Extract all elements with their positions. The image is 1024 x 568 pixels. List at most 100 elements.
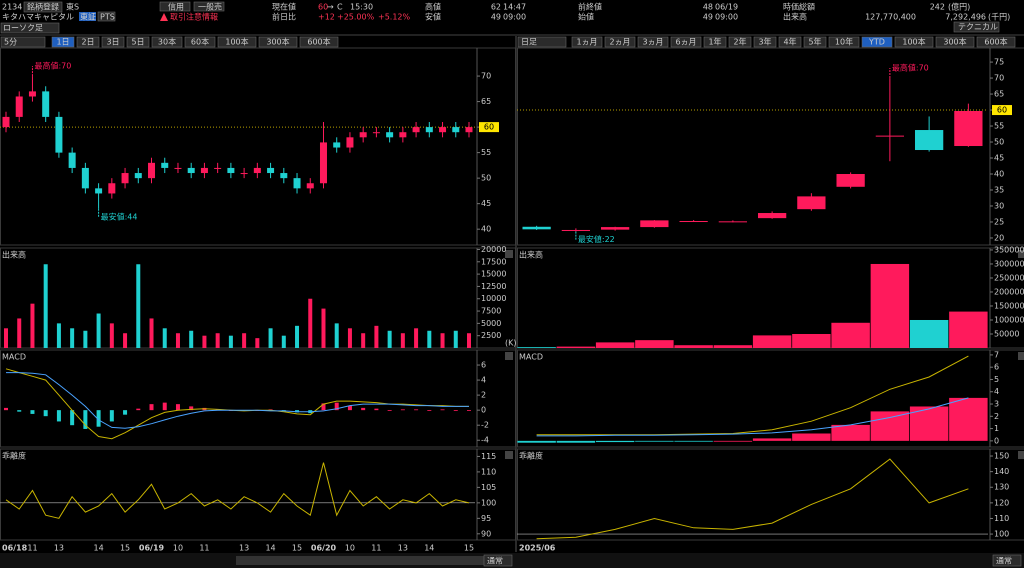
range-button[interactable] bbox=[861, 36, 893, 48]
y-tick-label: 2 bbox=[994, 412, 999, 421]
range-button[interactable] bbox=[51, 36, 75, 48]
trade-button[interactable] bbox=[193, 1, 225, 12]
volume-bar bbox=[427, 330, 432, 348]
range-button[interactable] bbox=[828, 36, 860, 48]
range-button[interactable] bbox=[703, 36, 727, 48]
range-button[interactable] bbox=[217, 36, 257, 48]
candle-body bbox=[333, 142, 341, 148]
macd-bar bbox=[517, 440, 556, 443]
chart-style-select[interactable] bbox=[0, 22, 60, 34]
tab-bg[interactable] bbox=[79, 12, 96, 21]
range-button[interactable] bbox=[126, 36, 150, 48]
notice[interactable]: 取引注意情報 bbox=[170, 12, 218, 22]
range-label: 10年 bbox=[835, 37, 853, 47]
tab-bg[interactable] bbox=[97, 11, 116, 22]
range-button[interactable] bbox=[976, 36, 1016, 48]
volume-bar bbox=[295, 325, 300, 348]
range-label: 60本 bbox=[191, 37, 209, 47]
range-button[interactable] bbox=[803, 36, 827, 48]
current-price-box bbox=[992, 105, 1012, 116]
y-tick-label: 30 bbox=[994, 201, 1004, 210]
volume-bar bbox=[453, 330, 458, 348]
panel-title: 乖離度 bbox=[2, 451, 26, 461]
close-button[interactable] bbox=[505, 352, 513, 360]
flag: C bbox=[337, 3, 343, 12]
volume-bar bbox=[556, 346, 596, 348]
range-button[interactable] bbox=[670, 36, 702, 48]
interval-select[interactable] bbox=[517, 36, 567, 48]
close-button[interactable] bbox=[505, 451, 513, 459]
macd-bar bbox=[400, 409, 405, 411]
scrollbar[interactable] bbox=[236, 556, 486, 565]
candle-body bbox=[600, 227, 630, 230]
range-button[interactable] bbox=[894, 36, 934, 48]
range-button[interactable] bbox=[76, 36, 100, 48]
macd-bar bbox=[949, 397, 988, 441]
range-label: YTD bbox=[868, 38, 885, 47]
range-button[interactable] bbox=[258, 36, 298, 48]
close-button[interactable] bbox=[1018, 250, 1024, 258]
macd-bar bbox=[674, 440, 713, 442]
volume-bar bbox=[792, 333, 831, 348]
candle-body bbox=[412, 127, 420, 133]
range-label: 100本 bbox=[225, 37, 248, 47]
y-tick-label: 55 bbox=[481, 148, 491, 157]
candle-body bbox=[15, 96, 23, 117]
range-button[interactable] bbox=[778, 36, 802, 48]
x-tick-label: 15 bbox=[464, 544, 474, 553]
tab[interactable]: 東証 bbox=[80, 12, 96, 22]
range-button[interactable] bbox=[299, 36, 339, 48]
value: 62 bbox=[491, 3, 501, 12]
chart-style: ローソク足 bbox=[3, 24, 43, 33]
label: 前終値 bbox=[578, 2, 602, 12]
candle-body bbox=[200, 167, 208, 174]
x-tick-label: 10 bbox=[345, 544, 355, 553]
range-button[interactable] bbox=[101, 36, 125, 48]
close-button[interactable] bbox=[1018, 352, 1024, 360]
volume-bar bbox=[189, 330, 194, 348]
line bbox=[6, 372, 469, 429]
tab[interactable]: PTS bbox=[100, 13, 115, 22]
range-button[interactable] bbox=[753, 36, 777, 48]
register-button[interactable] bbox=[23, 1, 63, 13]
range-button[interactable] bbox=[571, 36, 603, 48]
volume-bar bbox=[308, 298, 313, 348]
y-tick-label: 250000 bbox=[994, 273, 1024, 282]
value: 49 bbox=[703, 13, 713, 22]
y-tick-label: 115 bbox=[481, 452, 496, 461]
range-button[interactable] bbox=[637, 36, 669, 48]
label: 高値 bbox=[425, 2, 441, 12]
y-tick-label: -2 bbox=[481, 421, 489, 430]
close-button[interactable] bbox=[1018, 451, 1024, 459]
warning-icon bbox=[160, 13, 168, 21]
arrow: → bbox=[327, 3, 334, 12]
x-tick-label: 2025/06 bbox=[519, 544, 556, 553]
candle-body bbox=[134, 173, 142, 179]
volume-bar bbox=[228, 335, 233, 348]
mode-select[interactable] bbox=[483, 554, 513, 567]
y-tick-label: 4 bbox=[481, 376, 486, 385]
range-button[interactable] bbox=[728, 36, 752, 48]
interval-select[interactable] bbox=[0, 36, 46, 48]
macd-bar bbox=[109, 410, 114, 422]
range-button[interactable] bbox=[184, 36, 216, 48]
volume-bar bbox=[215, 333, 220, 348]
y-tick-label: 50000 bbox=[994, 329, 1019, 338]
mode-select[interactable] bbox=[992, 554, 1022, 567]
macd-bar bbox=[17, 410, 22, 412]
close-button[interactable] bbox=[505, 250, 513, 258]
range-button[interactable] bbox=[935, 36, 975, 48]
candle-body bbox=[561, 229, 591, 231]
technical-button[interactable] bbox=[953, 21, 1000, 33]
candle-body bbox=[718, 221, 748, 223]
range-label: 3日 bbox=[106, 38, 119, 47]
trade-button[interactable] bbox=[159, 1, 191, 12]
range-button[interactable] bbox=[604, 36, 636, 48]
range-button[interactable] bbox=[151, 36, 183, 48]
candle-body bbox=[253, 167, 261, 174]
unit: (千円) bbox=[988, 12, 1010, 22]
range-label: 5日 bbox=[131, 38, 144, 47]
volume-bar bbox=[595, 342, 635, 348]
